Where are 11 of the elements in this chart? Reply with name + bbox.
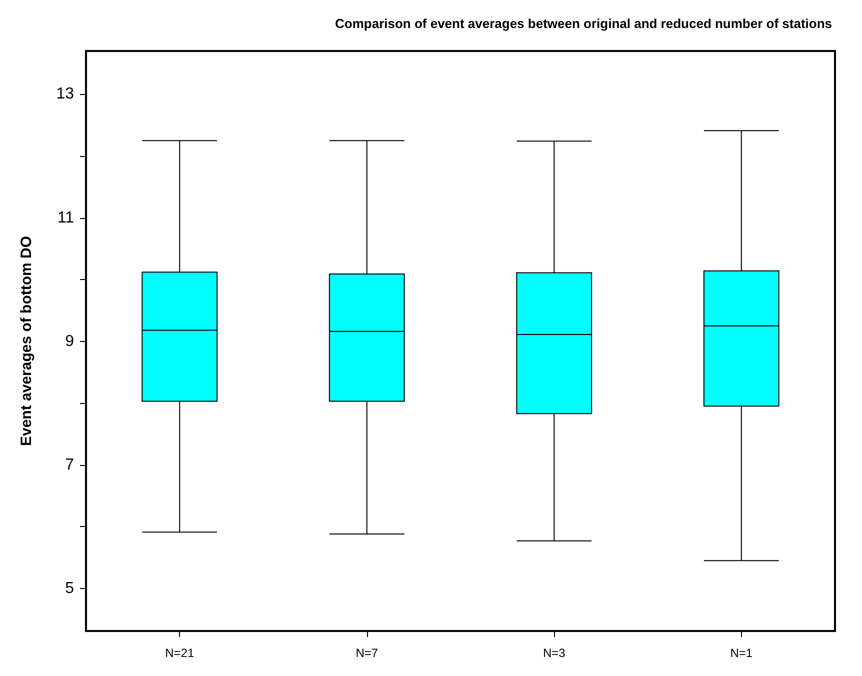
y-tick-label: 5 [65, 580, 74, 597]
y-axis-title: Event averages of bottom DO [18, 236, 35, 446]
x-tick-label: N=7 [356, 646, 378, 660]
x-tick-label: N=3 [542, 646, 566, 660]
x-tick-label: N=21 [165, 646, 194, 660]
y-tick-label: 7 [65, 456, 74, 474]
y-tick-label: 9 [65, 332, 74, 350]
x-tick-label: N=1 [730, 646, 753, 660]
chart-title: Comparison of event averages between original and reduced number of stations [335, 16, 832, 31]
y-tick-label: 11 [57, 209, 74, 226]
y-tick-label: 13 [56, 86, 74, 103]
